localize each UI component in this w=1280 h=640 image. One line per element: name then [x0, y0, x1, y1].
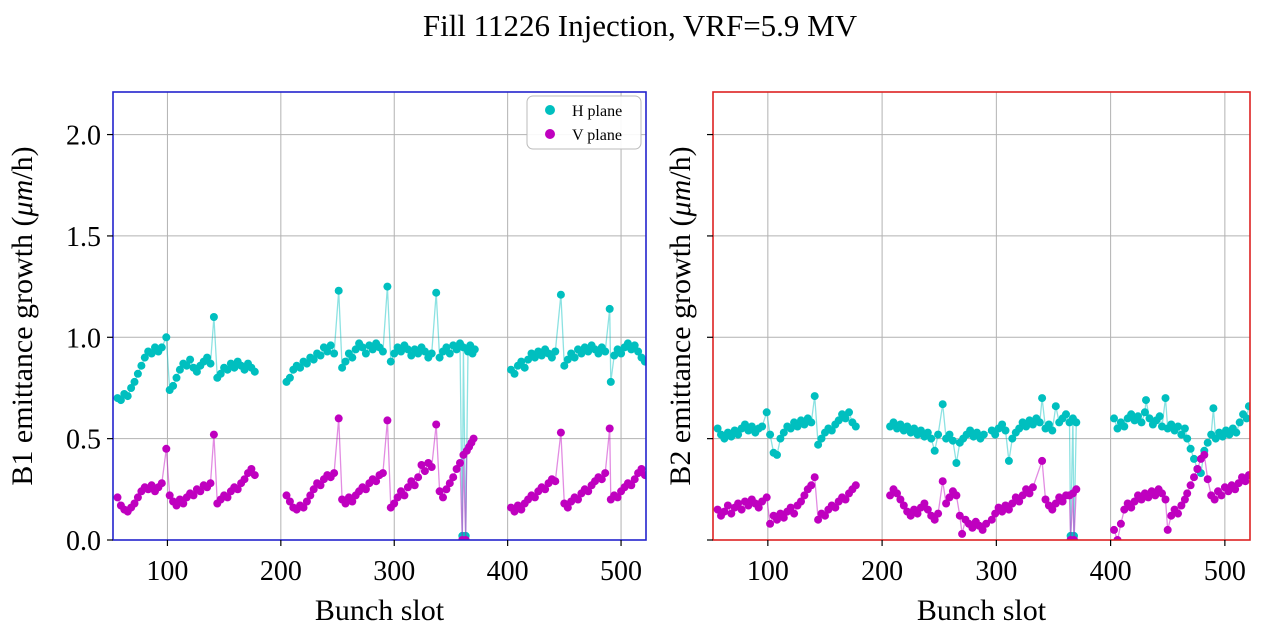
svg-text:400: 400 — [1090, 556, 1132, 587]
svg-text:0.0: 0.0 — [66, 526, 101, 557]
grid — [113, 92, 646, 540]
svg-text:0.5: 0.5 — [66, 425, 101, 456]
h-plane-legend-marker-icon — [545, 105, 555, 115]
axis-ticks — [707, 133, 1226, 546]
h-plane-series-b2 — [713, 392, 1250, 540]
svg-text:300: 300 — [373, 556, 415, 587]
x-tick-labels: 100 200 300 400 500 — [146, 556, 642, 587]
b1-plot: 100 200 300 400 500 0.0 0.5 1.0 1.5 2.0 Bunch slot… — [6, 91, 647, 627]
axes-spines — [112, 91, 647, 541]
svg-text:500: 500 — [1204, 556, 1246, 587]
svg-text:1.5: 1.5 — [66, 222, 101, 253]
svg-text:300: 300 — [975, 556, 1017, 587]
svg-text:1.0: 1.0 — [66, 323, 101, 354]
axis-ticks — [107, 133, 622, 546]
v-plane-legend-marker-icon — [545, 129, 555, 139]
h-plane-series-b1 — [113, 282, 646, 540]
svg-text:200: 200 — [260, 556, 302, 587]
svg-text:2.0: 2.0 — [66, 121, 101, 152]
b2-plot: 100 200 300 400 500 Bunch slot B2 emittance gr… — [664, 91, 1251, 627]
x-axis-label: Bunch slot — [315, 594, 445, 627]
legend: H plane V plane — [526, 95, 642, 150]
svg-text:100: 100 — [747, 556, 789, 587]
legend-label: V plane — [572, 127, 622, 144]
axes-spines — [712, 91, 1251, 541]
v-plane-series-b1 — [113, 414, 646, 540]
v-plane-series-b2 — [713, 450, 1250, 540]
y-axis-label: B2 emittance growth (μm/h) — [664, 146, 697, 485]
svg-text:400: 400 — [487, 556, 529, 587]
y-tick-labels: 0.0 0.5 1.0 1.5 2.0 — [66, 121, 101, 557]
x-axis-label: Bunch slot — [917, 594, 1047, 627]
legend-label: H plane — [572, 103, 622, 120]
x-tick-labels: 100 200 300 400 500 — [747, 556, 1246, 587]
grid — [713, 92, 1250, 540]
legend-box — [526, 95, 642, 150]
svg-text:200: 200 — [861, 556, 903, 587]
figure-title: Fill 11226 Injection, VRF=5.9 MV — [422, 8, 858, 43]
svg-text:100: 100 — [146, 556, 188, 587]
svg-text:500: 500 — [600, 556, 642, 587]
y-axis-label: B1 emittance growth (μm/h) — [6, 146, 39, 485]
